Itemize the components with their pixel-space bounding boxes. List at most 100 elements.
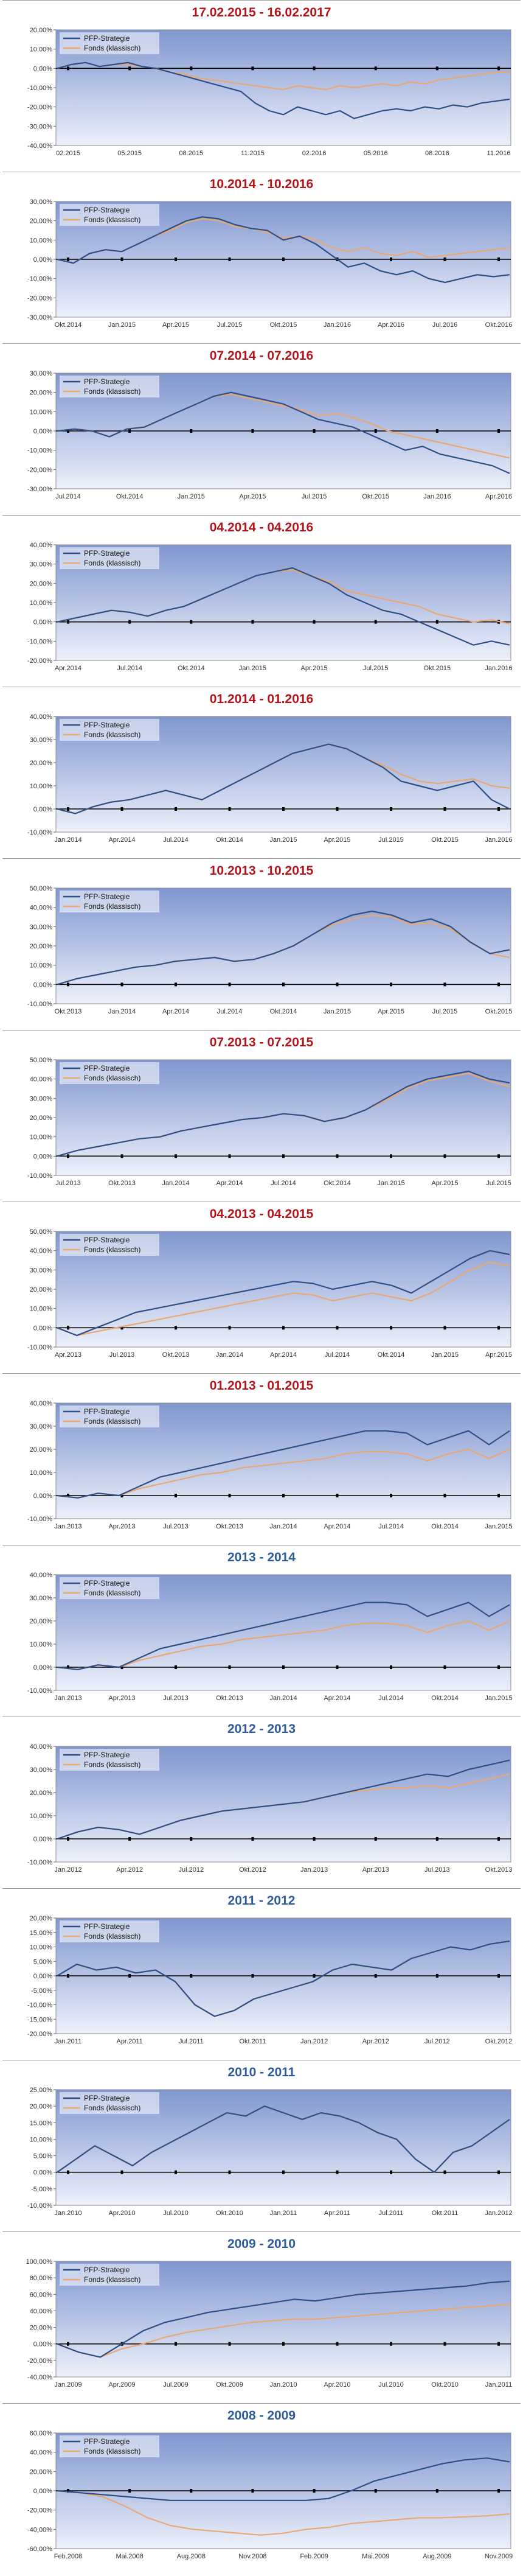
y-tick-label: 10,00% — [30, 46, 53, 54]
x-tick-label: Jul.2013 — [163, 1523, 189, 1530]
zero-line-marker — [497, 257, 500, 261]
chart-panel: 2009 - 2010 100,00% 80,00% 60,00% 40,00% 20,0… — [2, 2231, 521, 2403]
zero-line-marker — [228, 257, 231, 261]
series-line-fund — [57, 61, 510, 91]
x-tick-label: Jul.2009 — [163, 2381, 189, 2389]
zero-line-marker — [175, 257, 177, 261]
legend-label: Fonds (klassisch) — [84, 1589, 140, 1597]
y-tick-label: 20,00% — [30, 27, 53, 34]
line-chart: 50,00% 40,00% 30,00% 20,00% 10,00% 0,00% -10,0… — [27, 1228, 512, 1359]
y-tick-label: 0,00% — [33, 806, 52, 813]
y-tick-label: 20,00% — [30, 2103, 53, 2110]
zero-line-marker — [313, 429, 316, 433]
x-tick-label: Jul.2011 — [179, 2038, 204, 2045]
x-tick-label: Jul.2014 — [163, 836, 189, 844]
zero-line-marker — [175, 807, 177, 811]
zero-line-marker — [390, 257, 392, 261]
y-tick-label: 50,00% — [30, 885, 53, 892]
legend-box — [60, 1749, 159, 1771]
zero-line-marker — [435, 1974, 438, 1978]
y-tick-label: 0,00% — [33, 65, 52, 72]
chart-panel: 04.2014 - 04.2016 40,00% 30,00% 20,00% 10,00… — [2, 515, 521, 687]
x-tick-label: Apr.2014 — [55, 665, 81, 672]
y-tick-label: -20,00% — [27, 104, 52, 111]
zero-line-marker — [313, 1837, 316, 1841]
chart-panel: 07.2014 - 07.2016 30,00% 20,00% 10,00% 0,00%… — [2, 343, 521, 515]
zero-line-marker — [120, 257, 123, 261]
series-line-strategy — [57, 1070, 510, 1157]
zero-line-marker — [67, 2342, 69, 2346]
zero-line-marker — [67, 1665, 69, 1669]
x-tick-label: Jan.2011 — [270, 2210, 297, 2217]
line-chart: 40,00%30,00%20,00%10,00%0,00%-10,00%Jan.… — [27, 1743, 512, 1874]
y-tick-label: 0,00% — [33, 1664, 52, 1671]
y-tick-label: 30,00% — [30, 561, 53, 569]
line-chart: 50,00% 40,00% 30,00% 20,00% 10,00% 0,00% -10,0… — [27, 885, 512, 1015]
zero-line-marker — [67, 429, 69, 433]
chart-panel: 2011 - 2012 20,00% 15,00% 10,00% 5,00% 0,00% -… — [2, 1888, 521, 2060]
y-tick-label: 30,00% — [30, 1595, 53, 1602]
x-tick-label: Feb.2009 — [300, 2553, 328, 2560]
chart-panel: 2010 - 2011 25,00% 20,00% 15,00% 10,00% 5,00%… — [2, 2060, 521, 2231]
zero-line-marker — [67, 1837, 69, 1841]
zero-line-marker — [497, 1665, 500, 1669]
line-chart: 40,00% 30,00% 20,00% 10,00% 0,00% -10,00% -20,… — [27, 542, 513, 672]
chart-title: 04.2014 - 04.2016 — [209, 520, 314, 534]
legend-label: Fonds (klassisch) — [84, 1760, 140, 1769]
zero-line-marker — [190, 2489, 193, 2493]
zero-line-marker — [190, 1974, 193, 1978]
x-tick-label: Apr.2013 — [108, 1523, 135, 1530]
zero-line-marker — [390, 1326, 392, 1330]
legend-box — [60, 1577, 159, 1599]
zero-line-marker — [120, 807, 123, 811]
legend-label: Fonds (klassisch) — [84, 2275, 140, 2284]
x-tick-label: Feb.2008 — [54, 2553, 82, 2560]
zero-line-marker — [190, 1837, 193, 1841]
y-tick-label: 15,00% — [30, 1930, 53, 1937]
x-tick-label: Jan.2015 — [485, 1523, 512, 1530]
chart-title: 17.02.2015 - 16.02.2017 — [192, 5, 331, 19]
x-tick-label: Jan.2016 — [485, 665, 512, 672]
chart-title: 10.2014 - 10.2016 — [209, 177, 314, 191]
chart-panel: 2008 - 2009 60,00% 40,00% 20,00% 0,00% -20,00… — [2, 2403, 521, 2575]
x-tick-label: Apr.2016 — [485, 493, 512, 500]
zero-line-marker — [282, 2170, 285, 2174]
x-tick-label: Apr.2015 — [431, 1180, 458, 1187]
line-chart: 60,00% 40,00% 20,00% 0,00% -20,00% -40,00% -60… — [27, 2430, 513, 2560]
x-tick-label: Apr.2014 — [324, 1695, 350, 1702]
zero-line-marker — [282, 1665, 285, 1669]
zero-line-marker — [175, 2170, 177, 2174]
legend-box — [60, 2092, 159, 2114]
x-tick-label: Okt.2014 — [431, 1523, 459, 1530]
y-tick-label: -30,00% — [27, 486, 52, 493]
y-tick-label: -10,00% — [27, 1516, 52, 1523]
x-tick-label: Jan.2015 — [108, 321, 136, 329]
x-tick-label: Okt.2014 — [55, 321, 82, 329]
series-line-fund — [57, 1620, 510, 1670]
y-tick-label: -20,00% — [27, 295, 52, 302]
x-tick-label: Nov.2009 — [485, 2553, 513, 2560]
y-tick-label: 10,00% — [30, 783, 53, 790]
series-line-fund — [57, 1261, 510, 1337]
y-tick-label: 50,00% — [30, 1057, 53, 1064]
zero-line-marker — [251, 429, 254, 433]
zero-line-marker — [120, 1154, 123, 1158]
y-tick-label: -30,00% — [27, 123, 52, 130]
zero-line-marker — [67, 2170, 69, 2174]
zero-line-marker — [497, 1974, 500, 1978]
series-line-fund — [57, 1448, 510, 1499]
line-chart: 20,00% 15,00% 10,00% 5,00% 0,00% -5,00% -10,00… — [27, 1915, 512, 2045]
x-tick-label: Okt.2013 — [216, 1523, 243, 1530]
legend-label: PFP-Strategie — [84, 2437, 130, 2446]
y-tick-label: -60,00% — [27, 2546, 52, 2553]
legend-label: PFP-Strategie — [84, 721, 130, 729]
chart-panel: 07.2013 - 07.2015 50,00% 40,00% 30,00% 20,00… — [2, 1030, 521, 1202]
zero-line-marker — [435, 429, 438, 433]
zero-line-marker — [251, 1837, 254, 1841]
legend-label: Fonds (klassisch) — [84, 387, 140, 396]
x-tick-label: Jan.2011 — [485, 2381, 512, 2389]
y-tick-label: -10,00% — [27, 276, 52, 283]
y-tick-label: 20,00% — [30, 1446, 53, 1454]
